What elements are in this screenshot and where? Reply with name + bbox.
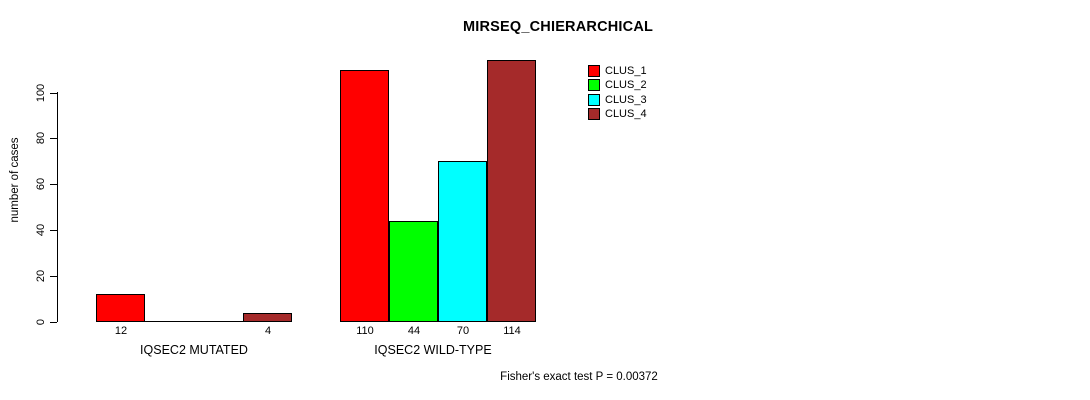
bar-clus_3-group0-zero (194, 321, 244, 322)
bar-clus_2-group1 (389, 221, 438, 322)
footnote-fishers-test: Fisher's exact test P = 0.00372 (500, 371, 658, 383)
y-axis-tick (50, 230, 57, 231)
y-axis-tick (50, 93, 57, 94)
y-axis-tick (50, 184, 57, 185)
legend-color-swatch (588, 93, 600, 106)
bar-value-label: 70 (456, 325, 470, 337)
legend-label: CLUS_4 (605, 107, 647, 120)
x-axis-group-label-mutated: IQSEC2 MUTATED (140, 343, 248, 357)
legend-label: CLUS_1 (605, 65, 647, 77)
legend-label: CLUS_2 (605, 79, 647, 92)
bar-value-label: 110 (356, 325, 374, 337)
legend-color-swatch (588, 65, 600, 77)
legend-color-swatch (588, 107, 600, 120)
bar-value-label: 44 (407, 325, 421, 337)
y-axis-tick (50, 138, 57, 139)
bar-clus_4-group1 (487, 60, 536, 322)
chart-title: MIRSEQ_CHIERARCHICAL (462, 19, 654, 35)
legend-item-clus_4: CLUS_4 (588, 107, 647, 121)
legend-label: CLUS_3 (605, 93, 647, 106)
bar-clus_1-group1 (340, 70, 389, 322)
y-axis-line (57, 92, 58, 322)
y-axis-tick (50, 322, 57, 323)
bar-clus_4-group0 (243, 313, 292, 322)
bar-clus_3-group1 (438, 161, 487, 322)
legend-item-clus_3: CLUS_3 (588, 93, 647, 107)
legend-color-swatch (588, 79, 600, 92)
y-axis-tick (50, 276, 57, 277)
bar-clus_1-group0 (96, 294, 145, 322)
legend-item-clus_2: CLUS_2 (588, 78, 647, 92)
bar-value-label: 114 (503, 325, 521, 337)
bar-value-label: 4 (264, 325, 272, 337)
x-axis-group-label-wildtype: IQSEC2 WILD-TYPE (374, 343, 492, 357)
y-axis-label: number of cases (9, 137, 21, 223)
bar-clus_2-group0-zero (145, 321, 195, 322)
legend-item-clus_1: CLUS_1 (588, 64, 647, 78)
legend: CLUS_1 CLUS_2 CLUS_3 CLUS_4 (588, 64, 647, 121)
bar-value-label: 12 (114, 325, 128, 337)
